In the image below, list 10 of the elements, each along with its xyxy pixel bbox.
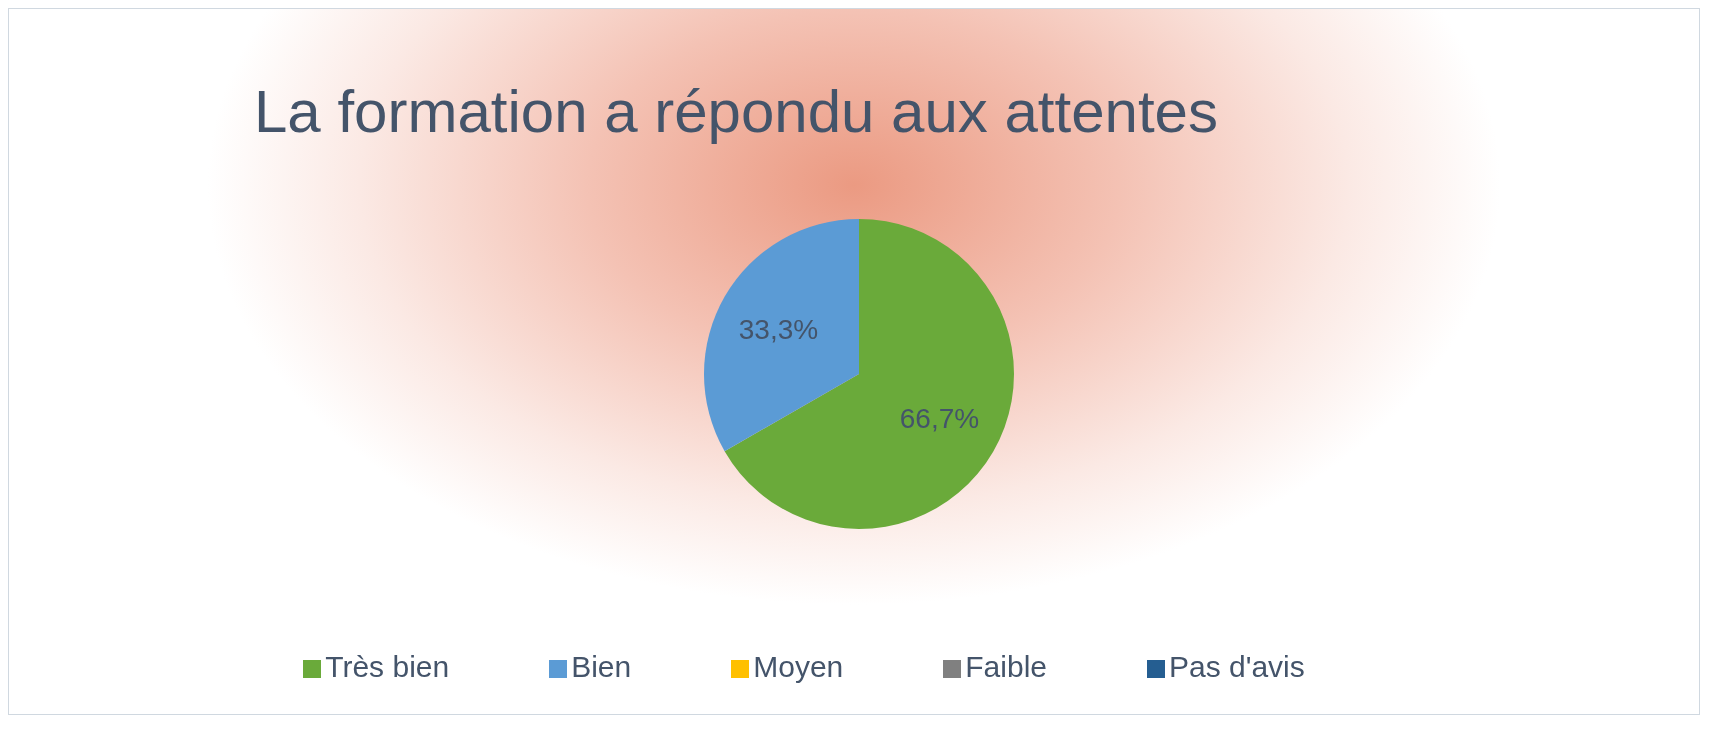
data-label: 33,3%	[738, 314, 819, 346]
legend-label: Pas d'avis	[1168, 650, 1305, 683]
chart-title: La formation a répondu aux attentes	[254, 77, 1218, 146]
pie-slice	[724, 219, 1014, 529]
data-label: 66,7%	[899, 402, 980, 434]
legend-label: Moyen	[753, 650, 844, 683]
pie-slice	[704, 219, 859, 452]
legend-label: Faible	[965, 650, 1047, 683]
legend-label: Très bien	[325, 650, 450, 683]
legend-label: Bien	[571, 650, 632, 683]
